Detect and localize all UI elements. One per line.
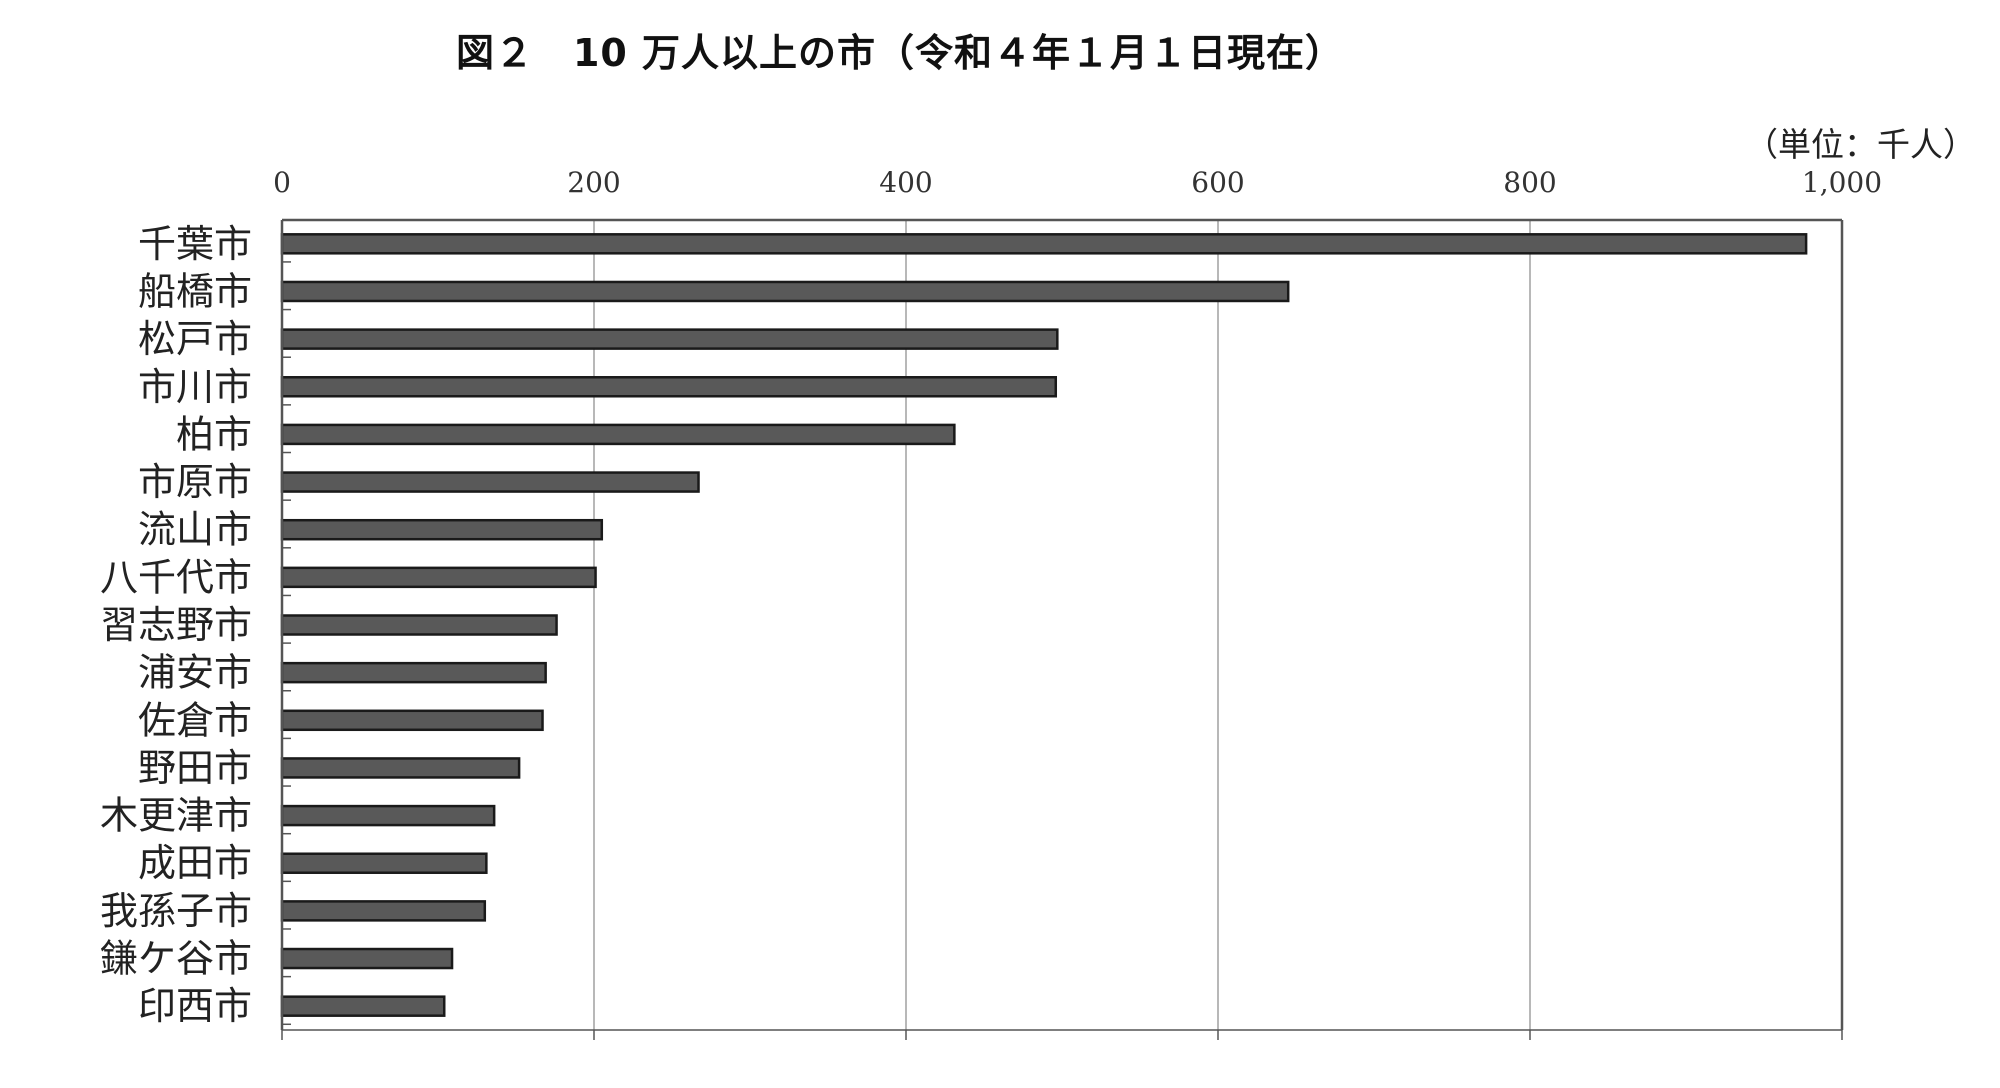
bar [280, 518, 604, 541]
x-tick-label: 800 [1503, 166, 1556, 199]
bar [280, 757, 521, 779]
category-label: 野田市 [138, 746, 252, 790]
x-tick-label: 0 [273, 166, 291, 199]
category-label: 松戸市 [138, 317, 252, 361]
x-tick-label: 200 [567, 166, 620, 199]
bar [280, 900, 487, 922]
category-label: 流山市 [138, 508, 252, 552]
bar [280, 423, 956, 446]
category-label: 鎌ケ谷市 [100, 937, 252, 981]
category-label: 習志野市 [100, 603, 252, 647]
bar [280, 328, 1059, 350]
x-tick-label: 600 [1191, 166, 1244, 199]
bar-layer [280, 233, 1808, 1017]
category-label: 市原市 [138, 460, 252, 504]
bar [280, 376, 1058, 398]
bar [280, 804, 496, 827]
category-label: 船橋市 [138, 269, 252, 313]
bar [280, 947, 454, 970]
x-tick-label: 1,000 [1802, 166, 1882, 199]
category-label: 印西市 [138, 984, 252, 1028]
category-label: 浦安市 [138, 651, 252, 695]
bar [280, 614, 558, 636]
x-tick-label: 400 [879, 166, 932, 199]
unit-label: （単位：千人） [1745, 125, 1976, 164]
label-layer: 0 200 400 600 800 1,000 千葉市船橋市松戸市市川市柏市市原市流山市八千… [100, 166, 1882, 1028]
bar [280, 852, 488, 874]
category-label: 佐倉市 [138, 698, 252, 742]
bar [280, 661, 547, 684]
bar [280, 995, 446, 1017]
grid-layer [593, 220, 1531, 1030]
category-label: 成田市 [138, 841, 252, 885]
bar [280, 280, 1290, 303]
category-label: 千葉市 [138, 222, 252, 266]
bar [280, 233, 1808, 255]
category-label: 我孫子市 [100, 889, 252, 933]
bar [280, 566, 597, 589]
chart-title: 図２ 10 万人以上の市（令和４年１月１日現在） [455, 31, 1345, 75]
bar [280, 471, 700, 493]
category-label: 木更津市 [100, 794, 252, 838]
category-label: 八千代市 [100, 555, 252, 599]
category-label: 市川市 [138, 365, 252, 409]
axis-layer [280, 218, 1844, 1040]
bar [280, 709, 544, 732]
category-label: 柏市 [176, 412, 252, 456]
